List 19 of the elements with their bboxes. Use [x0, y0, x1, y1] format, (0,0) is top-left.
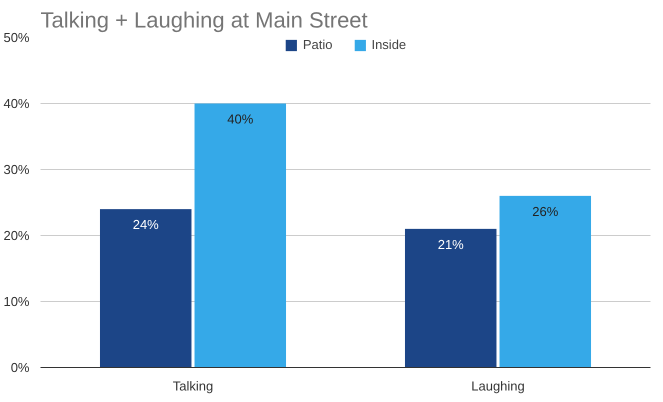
legend-label: Patio [302, 37, 332, 52]
data-label: 26% [532, 204, 559, 219]
chart-title: Talking + Laughing at Main Street [40, 8, 368, 32]
y-tick-label: 30% [3, 162, 30, 177]
bar [404, 228, 496, 368]
legend-label: Inside [371, 37, 406, 52]
x-tick-label: Talking [172, 378, 214, 394]
data-label: 24% [132, 217, 160, 232]
y-tick-label: 10% [3, 294, 30, 309]
bar [500, 196, 592, 368]
data-label: 40% [227, 112, 254, 126]
y-tick-label: 0% [10, 360, 30, 375]
x-tick-label: Laughing [471, 378, 525, 394]
bar [100, 209, 192, 368]
bar [194, 104, 286, 368]
y-tick-label: 20% [3, 228, 30, 243]
data-label: 21% [438, 236, 464, 252]
y-tick-label: 50% [3, 30, 30, 45]
y-tick-label: 40% [3, 96, 30, 111]
